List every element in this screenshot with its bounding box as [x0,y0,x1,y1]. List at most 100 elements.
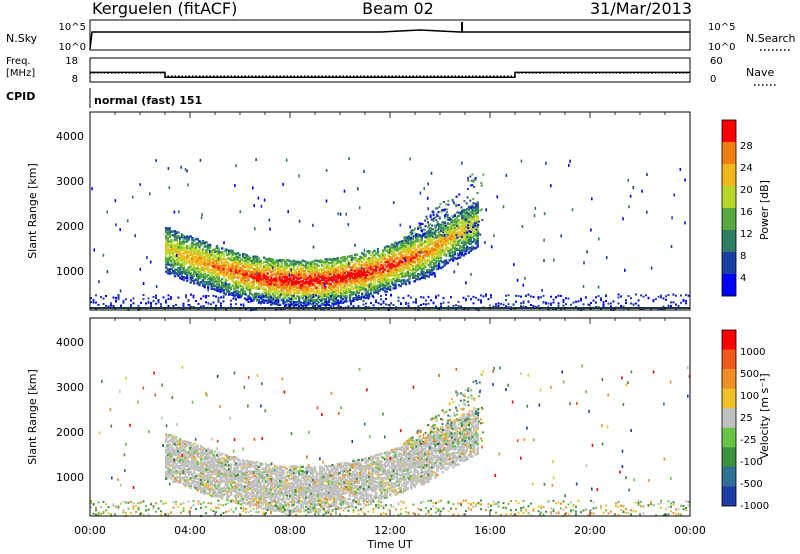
power-cell-3932 [497,305,500,308]
power-cell-1754 [334,258,338,261]
power-cell-1441 [305,264,308,267]
power-cell-1758 [336,292,339,296]
power-cell-3391 [442,228,445,231]
power-cell-1184 [280,272,283,275]
power-cell-2999 [459,233,462,236]
vel-cell-426 [205,478,208,481]
power-cell-871 [250,283,254,287]
vel-cell-106 [173,440,177,444]
power-cell-1301 [291,260,294,263]
power-cell-2062 [366,277,369,281]
power-cell-1860 [345,276,348,279]
power-cell-38 [166,227,170,230]
vel-cell-191 [182,459,185,462]
power-cell-549 [217,255,220,259]
power-cell-2763 [434,244,437,247]
power-cell-1393 [301,284,304,287]
power-cell-2652 [424,259,427,262]
power-cell-3965 [532,296,535,298]
power-cell-288 [193,266,196,270]
power-cell-1837 [343,282,346,285]
vel-cell-354 [198,466,201,469]
power-cell-1836 [343,285,346,288]
power-cell-3031 [462,241,465,245]
power-cell-4050 [630,302,632,305]
power-cell-3450 [496,195,499,199]
power-cell-1316 [292,274,296,277]
power-cell-953 [257,269,261,272]
power-cell-3797 [335,297,337,300]
power-cell-2543 [413,268,416,271]
vel-cell-745 [236,493,240,496]
power-cell-613 [224,269,227,272]
power-cell-473 [210,262,213,265]
power-cell-1224 [284,267,287,270]
power-ytick-1000: 1000 [56,265,84,278]
vel-cell-149 [179,470,182,474]
power-cell-131 [177,261,180,265]
power-cell-2282 [389,279,392,282]
power-cell-1646 [326,279,329,282]
power-cell-1677 [327,258,331,261]
power-cell-51 [168,240,171,243]
vel-cell-463 [208,483,212,487]
power-cell-797 [242,254,245,258]
vel-cell-430 [205,468,208,471]
power-cell-2447 [404,280,408,283]
power-cell-505 [214,266,217,269]
power-cell-1149 [277,277,280,280]
power-cell-3968 [537,296,540,299]
power-cell-1049 [268,283,271,286]
power-cell-1834 [343,291,346,294]
vel-cell-168 [180,469,184,473]
power-cell-1683 [329,286,332,290]
power-cell-2231 [383,280,387,284]
power-cell-1764 [336,277,339,280]
power-cell-126 [177,274,180,277]
power-cell-3872 [422,303,425,305]
power-cell-2498 [408,247,411,250]
power-cell-1971 [357,285,360,289]
power-cell-3135 [471,222,474,225]
vel-cell-633 [224,468,227,472]
power-cell-1586 [320,288,324,291]
power-cell-2150 [375,272,378,275]
vel-cell-693 [229,456,233,459]
power-cell-41 [168,268,171,271]
power-cell-3745 [272,297,275,300]
vel-cell-413 [203,467,206,470]
power-cell-2413 [401,271,404,274]
power-cell-2048 [364,274,367,277]
power-cell-3458 [348,262,350,266]
power-cell-4019 [595,301,597,304]
vel-cell-718 [233,473,236,476]
power-cell-786 [242,281,245,285]
power-cell-1693 [329,258,332,261]
vel-cell-269 [189,448,192,451]
vel-cell-569 [217,457,220,460]
vel-cell-375 [200,457,203,461]
power-cell-856 [249,288,252,291]
power-cell-3590 [97,303,100,306]
power-cell-2587 [417,239,420,243]
power-cell-2064 [366,270,369,273]
power-cell-56 [168,227,171,230]
vel-cell-586 [219,464,222,468]
power-cell-3292 [441,209,444,212]
power-cell-1508 [312,270,315,273]
power-cell-245 [189,281,192,284]
power-colorbar-label: Power [dB] [758,180,771,240]
power-cell-25 [166,259,170,262]
vel-cell-119 [175,450,178,454]
power-cell-3882 [435,295,437,298]
power-cell-1491 [310,266,313,270]
power-cell-2047 [364,276,367,279]
power-cell-3026 [462,254,465,257]
power-cell-2031 [362,270,366,273]
power-cell-3973 [542,301,545,304]
power-cell-3559 [186,169,188,173]
power-cell-2699 [429,273,432,276]
power-cell-327 [196,259,199,262]
power-cell-3650 [165,299,167,302]
vel-cell-567 [217,462,220,465]
